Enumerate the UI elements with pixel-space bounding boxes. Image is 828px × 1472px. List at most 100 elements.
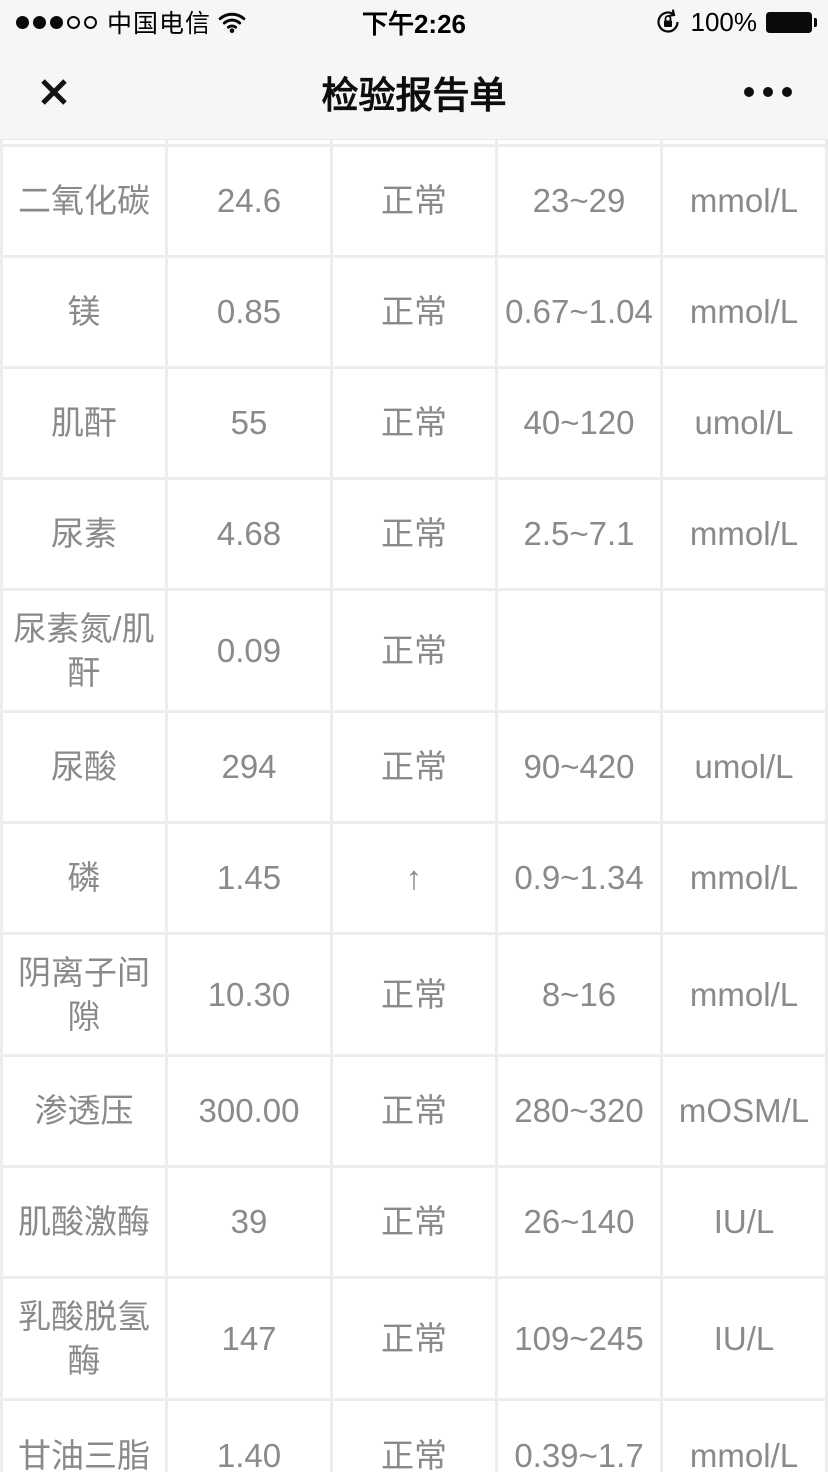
close-button[interactable] [34,72,74,112]
cell-empty [495,140,663,147]
battery-percent: 100% [690,6,758,37]
cell-range: 40~120 [495,366,663,480]
cell-value: 4.68 [165,477,333,591]
cell-empty [660,140,828,147]
cell-value: 147 [165,1276,333,1402]
cell-name: 阴离子间隙 [0,932,168,1058]
cell-range: 0.67~1.04 [495,255,663,369]
close-icon [34,72,74,112]
cell-range: 109~245 [495,1276,663,1402]
nav-bar: 检验报告单 [0,44,828,140]
cell-empty [165,140,333,147]
cell-range: 23~29 [495,144,663,258]
signal-dot [33,15,46,29]
table-row: 尿素氮/肌酐 0.09 正常 [0,587,828,714]
cell-empty [0,140,168,147]
cell-unit: mmol/L [660,255,828,369]
table-row: 磷 1.45 ↑ 0.9~1.34 mmol/L [0,821,828,936]
cell-status: 正常 [330,255,498,369]
status-right: 100% [654,6,817,38]
cell-name: 肌酐 [0,366,168,480]
more-menu-button[interactable] [742,77,794,107]
signal-dot [84,15,97,29]
table-row: 二氧化碳 24.6 正常 23~29 mmol/L [0,144,828,258]
cell-name: 乳酸脱氢酶 [0,1276,168,1402]
signal-dot [50,15,63,29]
cell-value: 0.85 [165,255,333,369]
signal-dot [16,15,29,29]
table-row: 渗透压 300.00 正常 280~320 mOSM/L [0,1054,828,1169]
cell-unit: mmol/L [660,144,828,258]
signal-strength-icon [16,15,97,29]
table-row: 镁 0.85 正常 0.67~1.04 mmol/L [0,255,828,369]
table-row: 阴离子间隙 10.30 正常 8~16 mmol/L [0,932,828,1058]
cell-value: 10.30 [165,932,333,1058]
cell-value: 1.45 [165,821,333,936]
cell-unit: umol/L [660,366,828,480]
cell-unit: mOSM/L [660,1054,828,1169]
cell-unit: mmol/L [660,932,828,1058]
page-title: 检验报告单 [321,74,507,116]
table-row: 尿素 4.68 正常 2.5~7.1 mmol/L [0,477,828,591]
cell-status: 正常 [330,1165,498,1280]
cell-status: 正常 [330,932,498,1058]
cell-range: 280~320 [495,1054,663,1169]
status-left: 中国电信 [16,4,246,40]
cell-name: 尿酸 [0,710,168,825]
cell-unit [660,587,828,714]
signal-dot [67,15,80,29]
cell-status: 正常 [330,1398,498,1472]
cell-value: 55 [165,366,333,480]
cell-value: 0.09 [165,587,333,714]
cell-name: 磷 [0,821,168,936]
cell-status: 正常 [330,710,498,825]
cell-value: 294 [165,710,333,825]
cell-status: 正常 [330,144,498,258]
cell-name: 尿素氮/肌酐 [0,587,168,714]
status-bar: 中国电信 下午2:26 100% [0,0,828,44]
table-scroll-area[interactable]: 二氧化碳 24.6 正常 23~29 mmol/L 镁 0.85 正常 0.67… [0,140,828,1472]
rotation-lock-icon [654,8,682,36]
table-row: 肌酐 55 正常 40~120 umol/L [0,366,828,480]
cell-name: 甘油三脂 [0,1398,168,1472]
cell-name: 肌酸激酶 [0,1165,168,1280]
cell-value: 24.6 [165,144,333,258]
cell-unit: IU/L [660,1276,828,1402]
battery-icon [766,11,817,33]
cell-range: 8~16 [495,932,663,1058]
cell-range: 90~420 [495,710,663,825]
cell-status: 正常 [330,1276,498,1402]
cell-range: 0.9~1.34 [495,821,663,936]
wifi-icon [218,11,246,33]
carrier-label: 中国电信 [107,10,212,38]
cell-empty [330,140,498,147]
table-row: 肌酸激酶 39 正常 26~140 IU/L [0,1165,828,1280]
cell-unit: mmol/L [660,1398,828,1472]
cell-range: 26~140 [495,1165,663,1280]
more-dots-icon [744,86,792,97]
cell-unit: IU/L [660,1165,828,1280]
table-row: 尿酸 294 正常 90~420 umol/L [0,710,828,825]
cell-status: 正常 [330,1054,498,1169]
report-table: 二氧化碳 24.6 正常 23~29 mmol/L 镁 0.85 正常 0.67… [0,140,828,1472]
cell-value: 1.40 [165,1398,333,1472]
cell-status: 正常 [330,366,498,480]
cell-name: 渗透压 [0,1054,168,1169]
clock-label: 下午2:26 [361,8,467,39]
cell-status: 正常 [330,477,498,591]
table-row: 甘油三脂 1.40 正常 0.39~1.7 mmol/L [0,1398,828,1472]
cell-range [495,587,663,714]
cell-name: 二氧化碳 [0,144,168,258]
cell-name: 尿素 [0,477,168,591]
cell-range: 0.39~1.7 [495,1398,663,1472]
cell-unit: umol/L [660,710,828,825]
table-row: 乳酸脱氢酶 147 正常 109~245 IU/L [0,1276,828,1402]
cell-value: 300.00 [165,1054,333,1169]
cell-status: ↑ [330,821,498,936]
cell-name: 镁 [0,255,168,369]
cell-status: 正常 [330,587,498,714]
cell-unit: mmol/L [660,821,828,936]
cell-range: 2.5~7.1 [495,477,663,591]
cell-value: 39 [165,1165,333,1280]
table-row-clipped [0,140,828,147]
